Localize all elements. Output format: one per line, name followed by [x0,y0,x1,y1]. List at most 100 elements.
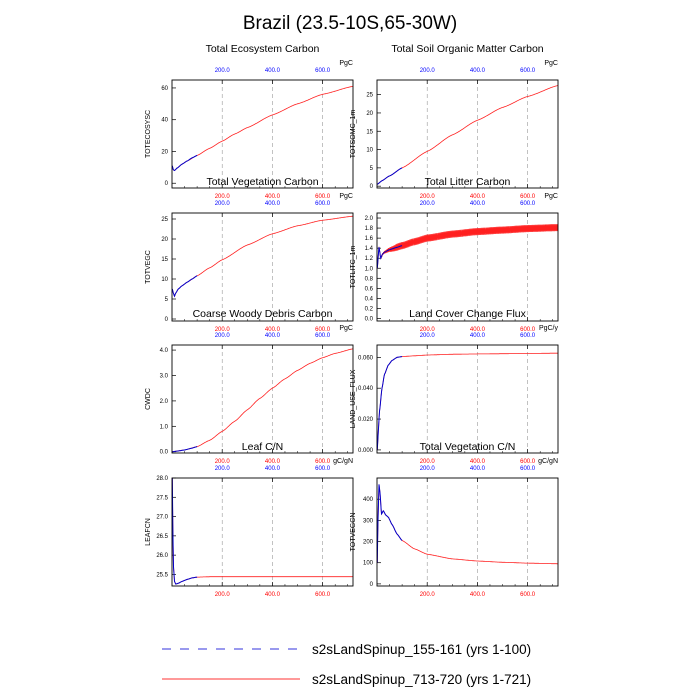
y-tick-label: 1.8 [365,226,374,232]
plot-frame [376,212,559,322]
top-tick-label: 200.0 [420,466,436,472]
legend-label: s2sLandSpinup_155-161 (yrs 1-100) [312,642,531,657]
bottom-tick-label: 600.0 [315,194,331,200]
bottom-tick-label: 200.0 [420,194,436,200]
chart-panel: Leaf C/NgC/gN200.0200.0400.0400.0600.060… [145,441,354,598]
y-tick-label: 60 [161,86,168,92]
chart-panel: Total Ecosystem Carbon PgC 200.0 200.0 400.0… [145,43,354,200]
plot-frame [171,344,354,454]
units-label: gC/gN [333,458,353,465]
top-tick-label: 200.0 [215,68,231,74]
y-tick-label: 0.020 [358,417,374,423]
y-tick-label: 0 [370,582,374,588]
y-tick-label: 0.000 [358,448,374,454]
y-tick-label: 28.0 [156,476,168,482]
bottom-tick-label: 400.0 [470,592,486,598]
panels: Total Ecosystem CarbonPgC200.0200.0400.0… [145,43,558,598]
top-tick-label: 400.0 [265,466,281,472]
top-tick-label: 600.0 [315,68,331,74]
bottom-tick-label: 400.0 [470,459,486,465]
top-tick-label: 400.0 [470,466,486,472]
series-line-713-720 [172,215,353,298]
bottom-tick-label: 400.0 [470,194,486,200]
units-label: PgC/y [539,325,559,332]
series-line-713-720 [172,86,353,171]
units-label: PgC [544,193,558,200]
y-tick-label: 4.0 [160,348,169,354]
top-tick-label: 600.0 [520,201,536,207]
y-axis-label: TOTVEGCN [350,513,357,552]
y-tick-label: 0 [370,184,374,190]
panel-title: Land Cover Change Flux [409,308,526,320]
units-label: PgC [339,193,353,200]
series-line-713-720 [377,224,558,269]
panel-title: Total Vegetation Carbon [206,176,318,188]
y-tick-label: 5 [370,166,374,172]
bottom-tick-label: 600.0 [520,459,536,465]
bottom-tick-label: 600.0 [520,327,536,333]
top-tick-label: 400.0 [265,201,281,207]
y-tick-label: 26.5 [156,534,168,540]
chart-panel: Total Vegetation Carbon PgC 200.0 200.0 400.… [145,176,354,333]
y-axis-label: CWDC [145,388,152,410]
plot-frame [171,79,354,189]
series-line-155-161 [172,154,198,172]
plot-frame [171,212,354,322]
chart-panel: Total Soil Organic Matter CarbonPgC200.0… [350,43,559,200]
chart-panel: Total Vegetation C/NgC/gN200.0200.0400.0… [350,441,559,598]
units-label: PgC [339,60,353,67]
bottom-tick-label: 200.0 [420,327,436,333]
panel-title: Coarse Woody Debris Carbon [193,308,333,320]
y-tick-label: 27.0 [156,515,168,521]
bottom-tick-label: 200.0 [215,327,231,333]
series-line-155-161 [172,446,198,453]
units-label: PgC [339,325,353,332]
bottom-tick-label: 200.0 [215,459,231,465]
panel-title: Total Litter Carbon [425,176,511,188]
y-tick-label: 0.6 [365,286,374,292]
chart-panel: Coarse Woody Debris Carbon PgC 200.0 200.0 4… [145,308,354,465]
y-axis-label: LEAFCN [145,518,152,546]
top-tick-label: 400.0 [265,68,281,74]
top-tick-label: 200.0 [420,201,436,207]
y-tick-label: 26.0 [156,553,168,559]
top-tick-label: 600.0 [315,466,331,472]
bottom-tick-label: 400.0 [265,459,281,465]
y-tick-label: 0.4 [365,296,374,302]
y-tick-label: 1.2 [365,256,374,262]
top-tick-label: 400.0 [470,201,486,207]
y-tick-label: 0.8 [365,276,374,282]
bottom-tick-label: 400.0 [470,327,486,333]
y-tick-label: 5 [165,297,169,303]
top-tick-label: 600.0 [520,68,536,74]
top-tick-label: 200.0 [215,201,231,207]
top-tick-label: 200.0 [215,466,231,472]
figure-title: Brazil (23.5-10S,65-30W) [243,13,457,34]
top-tick-label: 600.0 [315,201,331,207]
units-label: PgC [544,60,558,67]
legend: s2sLandSpinup_155-161 (yrs 1-100) s2sLand… [162,642,531,687]
y-tick-label: 0.0 [365,316,374,322]
bottom-tick-label: 400.0 [265,327,281,333]
top-tick-label: 400.0 [470,333,486,339]
y-tick-label: 10 [161,277,168,283]
units-label: gC/gN [538,458,558,465]
y-tick-label: 0.0 [160,450,169,456]
plot-frame [376,79,559,189]
top-tick-label: 200.0 [420,68,436,74]
series-line-713-720 [377,484,558,565]
bottom-tick-label: 400.0 [265,592,281,598]
y-axis-label: TOTSOMC_1m [350,110,357,159]
y-tick-label: 1.4 [365,246,374,252]
y-tick-label: 1.0 [365,266,374,272]
y-axis-label: TOTVEGC [145,250,152,284]
y-tick-label: 25 [161,217,168,223]
top-tick-label: 200.0 [420,333,436,339]
y-tick-label: 20 [366,111,373,117]
plot-frame [376,344,559,454]
panel-title: Total Vegetation C/N [420,441,516,453]
y-axis-label: TOTECOSYSC [145,110,152,158]
bottom-tick-label: 400.0 [265,194,281,200]
y-tick-label: 15 [366,129,373,135]
